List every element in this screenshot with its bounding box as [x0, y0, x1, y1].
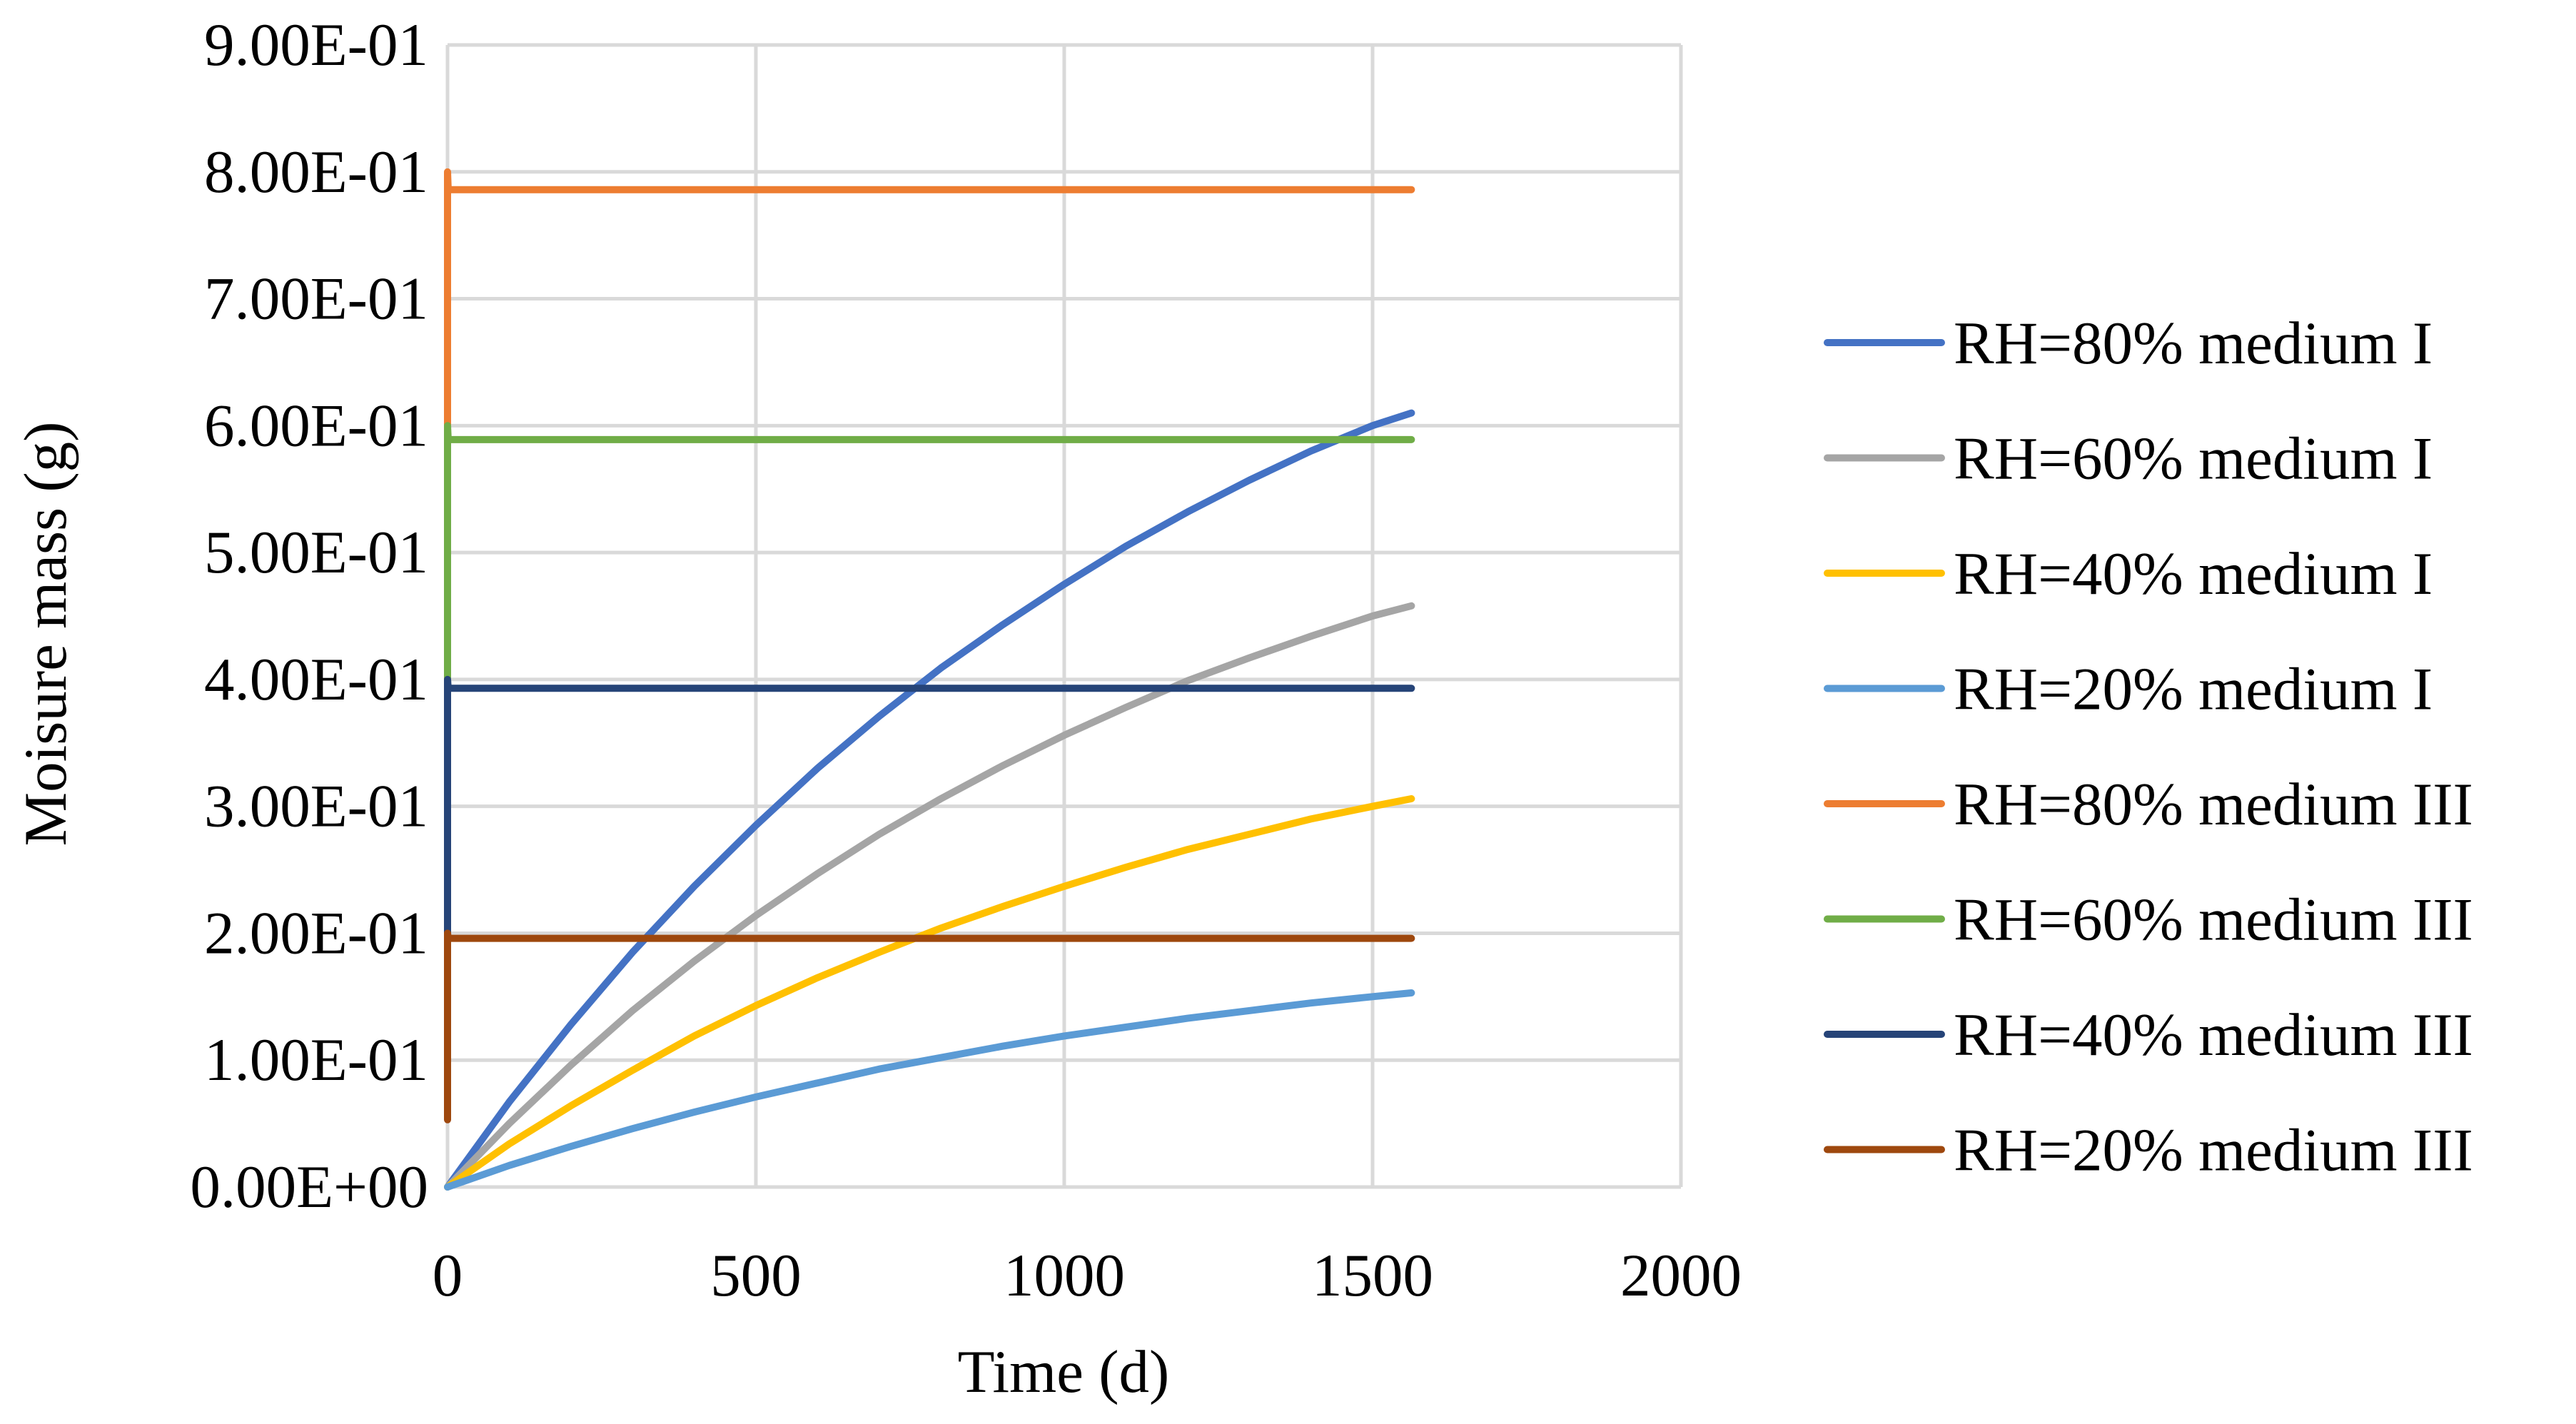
legend-label: RH=80% medium I: [1954, 310, 2433, 377]
y-tick-label: 6.00E-01: [204, 392, 428, 459]
series-line: [444, 168, 1415, 430]
y-tick-label: 0.00E+00: [190, 1153, 428, 1221]
x-tick-label: 2000: [1620, 1242, 1742, 1309]
legend-label: RH=40% medium I: [1954, 540, 2433, 607]
y-tick-label: 8.00E-01: [204, 138, 428, 206]
x-tick-label: 500: [710, 1242, 802, 1309]
series-line: [444, 675, 1415, 937]
series-line: [444, 795, 1415, 1191]
y-tick-label: 1.00E-01: [204, 1026, 428, 1094]
y-tick-label: 7.00E-01: [204, 266, 428, 333]
x-tick-label: 1000: [1004, 1242, 1125, 1309]
x-axis-tick-labels: 0 500 1000 1500 2000: [433, 1242, 1742, 1309]
series-line: [444, 409, 1415, 1191]
series-line: [444, 989, 1415, 1191]
x-tick-label: 0: [433, 1242, 463, 1309]
y-tick-label: 9.00E-01: [204, 11, 428, 79]
legend-label: RH=20% medium I: [1954, 656, 2433, 723]
x-tick-label: 1500: [1312, 1242, 1433, 1309]
legend-label: RH=40% medium III: [1954, 1001, 2473, 1069]
x-axis-title: Time (d): [958, 1338, 1170, 1405]
legend-label: RH=20% medium III: [1954, 1117, 2473, 1184]
y-axis-tick-labels: 0.00E+00 1.00E-01 2.00E-01 3.00E-01 4.00E-01…: [190, 11, 428, 1221]
y-tick-label: 5.00E-01: [204, 519, 428, 586]
series-line: [444, 422, 1415, 683]
legend: RH=80% medium I RH=60% medium I RH=40% med…: [1824, 310, 2473, 1184]
y-tick-label: 3.00E-01: [204, 773, 428, 840]
legend-label: RH=60% medium III: [1954, 887, 2473, 954]
legend-label: RH=60% medium I: [1954, 425, 2433, 493]
y-tick-label: 2.00E-01: [204, 899, 428, 966]
gridlines: [445, 43, 1683, 1189]
series-line: [444, 602, 1415, 1191]
y-tick-label: 4.00E-01: [204, 646, 428, 713]
series-line: [444, 929, 1415, 1123]
y-axis-title: Moisure mass (g): [12, 422, 79, 847]
series-lines: [444, 168, 1415, 1191]
legend-label: RH=80% medium III: [1954, 771, 2473, 838]
